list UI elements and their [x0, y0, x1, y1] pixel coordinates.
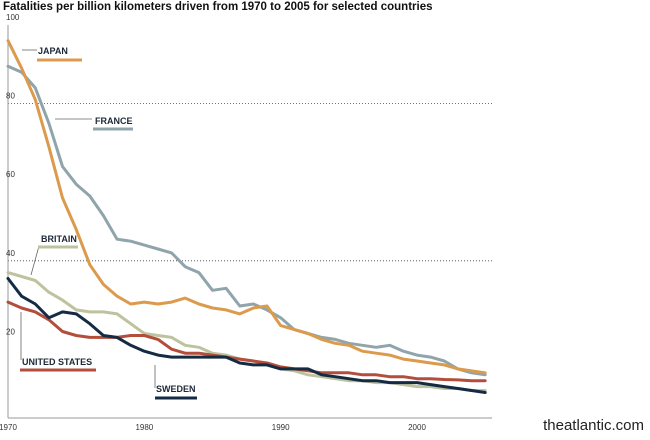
- x-tick-labels: 1970 1980 1990 2000: [0, 423, 426, 432]
- y-tick-label-100: 100: [6, 13, 20, 22]
- series-line-united-states: [6, 300, 487, 383]
- series-line-britain: [6, 271, 487, 392]
- y-tick-label-20: 20: [6, 327, 15, 336]
- series-lines: [6, 39, 487, 394]
- source-credit: theatlantic.com: [543, 417, 644, 434]
- series-label-britain: BRITAIN: [41, 234, 77, 244]
- x-tick-label-2000: 2000: [408, 423, 426, 432]
- chart-title: Fatalities per billion kilometers driven…: [3, 1, 433, 13]
- x-tick-label-1970: 1970: [0, 423, 17, 432]
- leader-line-britain: [30, 245, 40, 276]
- y-tick-labels: 20 40 60 80 100: [6, 13, 20, 336]
- y-tick-label-60: 60: [6, 170, 15, 179]
- series-labels: FRANCE BRITAIN JAPAN UNITED STATES SWEDEN: [20, 46, 197, 400]
- series-line-france: [6, 64, 487, 377]
- series-label-france: FRANCE: [95, 116, 133, 126]
- series-label-japan: JAPAN: [38, 46, 68, 56]
- x-tick-label-1980: 1980: [135, 423, 153, 432]
- y-tick-label-40: 40: [6, 249, 15, 258]
- y-tick-label-80: 80: [6, 92, 15, 101]
- series-label-sweden: SWEDEN: [156, 384, 196, 394]
- series-line-sweden: [6, 277, 487, 394]
- axes: [7, 25, 492, 419]
- series-label-united-states: UNITED STATES: [22, 357, 92, 367]
- series-line-japan: [6, 39, 487, 375]
- x-tick-label-1990: 1990: [272, 423, 290, 432]
